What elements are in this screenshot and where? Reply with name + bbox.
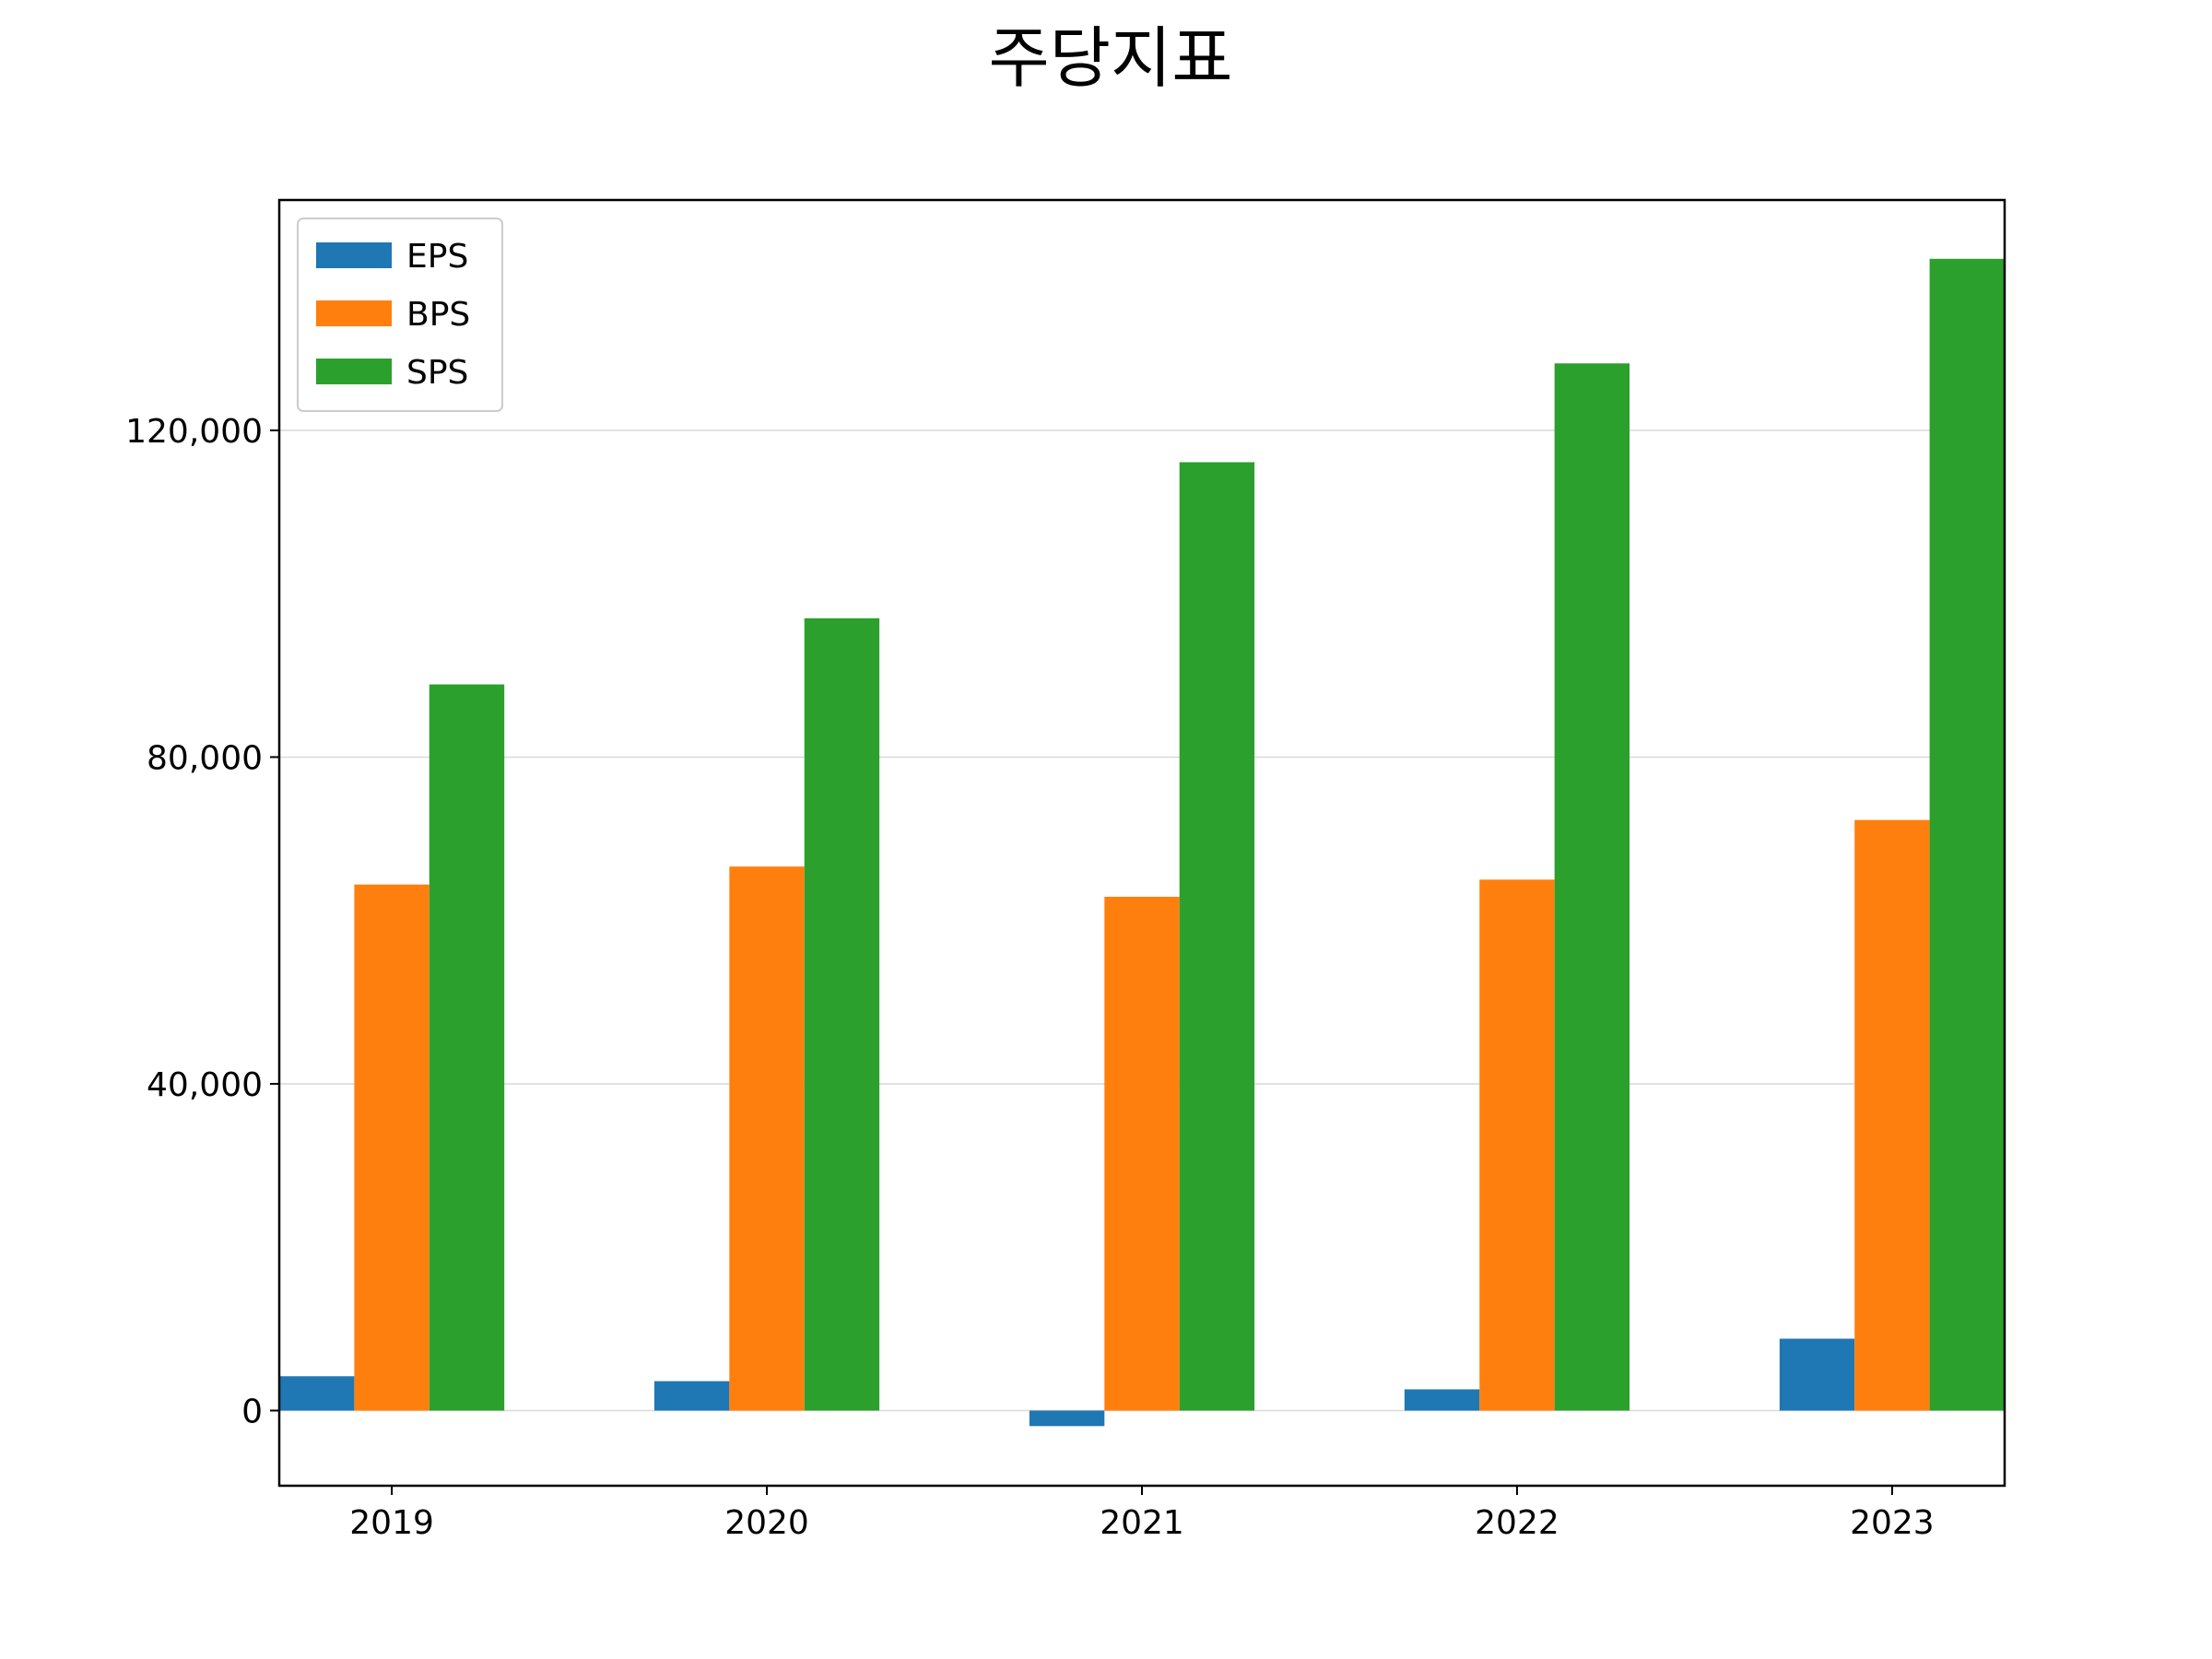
bar-bps-2020 (729, 866, 805, 1411)
x-tick-label-2022: 2022 (1475, 1504, 1559, 1542)
legend-label-eps: EPS (406, 238, 468, 276)
legend-swatch-eps (316, 242, 392, 268)
bar-bps-2021 (1104, 896, 1180, 1411)
bar-sps-2023 (1929, 258, 2005, 1411)
y-tick-label-0: 0 (241, 1393, 263, 1430)
legend-swatch-sps (316, 359, 392, 384)
y-tick-label-2: 80,000 (147, 739, 263, 777)
bar-sps-2020 (804, 618, 880, 1411)
y-tick-label-1: 40,000 (147, 1066, 263, 1104)
x-tick-label-2019: 2019 (349, 1504, 434, 1542)
bar-eps-2021 (1029, 1410, 1105, 1427)
bar-sps-2021 (1179, 462, 1255, 1411)
legend-label-sps: SPS (406, 354, 468, 392)
bar-eps-2020 (653, 1381, 730, 1411)
bar-sps-2019 (429, 684, 505, 1411)
y-tick-label-3: 120,000 (125, 413, 263, 451)
bar-bps-2022 (1479, 879, 1555, 1411)
bar-eps-2019 (279, 1376, 355, 1411)
bar-bps-2019 (354, 884, 429, 1411)
legend-label-bps: BPS (406, 296, 470, 334)
legend-swatch-bps (316, 300, 392, 326)
bar-eps-2022 (1404, 1389, 1480, 1411)
bar-bps-2023 (1854, 819, 1930, 1411)
legend: EPS BPS SPS (297, 218, 503, 412)
x-tick-label-2020: 2020 (724, 1504, 809, 1542)
axis-ticks: 0 40,000 80,000 120,000 2019 2020 2021 2022 2023 (125, 413, 1935, 1542)
bars (279, 258, 2005, 1427)
x-tick-label-2021: 2021 (1100, 1504, 1184, 1542)
bar-eps-2023 (1779, 1338, 1855, 1411)
chart-title: 주당지표 (989, 19, 1233, 97)
x-tick-label-2023: 2023 (1850, 1504, 1935, 1542)
bar-sps-2022 (1554, 363, 1630, 1411)
